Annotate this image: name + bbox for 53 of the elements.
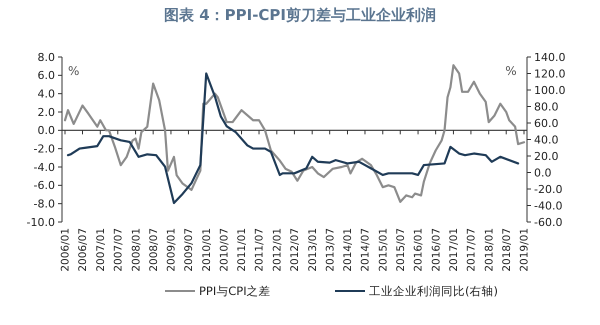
y-tick-label: 0.0 bbox=[38, 124, 55, 138]
x-tick-label: 2008/01 bbox=[130, 228, 142, 272]
y2-tick-label: 80.0 bbox=[534, 100, 558, 114]
x-tick-label: 2011/01 bbox=[236, 228, 248, 272]
y-tick-label: 6.0 bbox=[38, 69, 55, 82]
x-tick-label: 2010/07 bbox=[218, 228, 230, 272]
x-tick-label: 2006/01 bbox=[60, 228, 72, 272]
y2-tick-label: -40.0 bbox=[534, 199, 562, 212]
x-tick-label: 2015/07 bbox=[394, 228, 407, 272]
x-tick-label: 2017/01 bbox=[448, 228, 460, 272]
x-tick-label: 2007/01 bbox=[94, 228, 107, 272]
x-tick-label: 2018/07 bbox=[500, 228, 513, 272]
x-tick-label: 2011/07 bbox=[254, 228, 266, 272]
chart-title: 图表 4：PPI-CPI剪刀差与工业企业利润 bbox=[164, 6, 436, 24]
x-tick-label: 2016/01 bbox=[412, 228, 425, 272]
y2-tick-label: -20.0 bbox=[534, 182, 562, 196]
legend-label: PPI与CPI之差 bbox=[199, 284, 271, 298]
x-tick-label: 2016/07 bbox=[430, 228, 442, 272]
x-tick-label: 2006/07 bbox=[77, 228, 90, 272]
y-tick-label: -6.0 bbox=[34, 179, 55, 192]
y2-tick-label: -60.0 bbox=[534, 216, 562, 229]
x-tick-label: 2014/01 bbox=[342, 228, 354, 272]
y2-tick-label: 20.0 bbox=[534, 150, 558, 163]
y-tick-label: 2.0 bbox=[38, 106, 55, 119]
y2-tick-label: 140.0 bbox=[534, 50, 566, 64]
y2-tick-label: 60.0 bbox=[534, 116, 558, 130]
x-tick-label: 2012/07 bbox=[289, 228, 302, 272]
y-tick-label: -2.0 bbox=[34, 142, 55, 156]
x-tick-label: 2015/01 bbox=[377, 228, 390, 272]
y-tick-label: -10.0 bbox=[26, 216, 55, 229]
y-tick-label: -4.0 bbox=[34, 160, 55, 174]
x-tick-label: 2009/07 bbox=[183, 228, 196, 272]
y-tick-label: -8.0 bbox=[34, 198, 55, 211]
x-tick-label: 2019/01 bbox=[518, 228, 531, 272]
y-tick-label: 8.0 bbox=[38, 50, 55, 64]
x-tick-label: 2018/01 bbox=[483, 228, 496, 272]
x-tick-label: 2013/01 bbox=[306, 228, 319, 272]
x-tick-label: 2012/01 bbox=[271, 228, 284, 272]
x-tick-label: 2009/01 bbox=[166, 228, 178, 272]
x-tick-label: 2013/07 bbox=[324, 228, 336, 272]
y-tick-label: 4.0 bbox=[38, 88, 55, 101]
legend-label: 工业企业利润同比(右轴) bbox=[369, 284, 498, 298]
x-tick-label: 2014/07 bbox=[360, 228, 372, 272]
y2-tick-label: 100.0 bbox=[534, 84, 566, 97]
x-tick-label: 2007/07 bbox=[112, 228, 124, 272]
y2-tick-label: 40.0 bbox=[534, 133, 558, 146]
y-axis-title: % bbox=[68, 64, 80, 78]
y2-axis-title: % bbox=[505, 64, 517, 78]
x-tick-label: 2017/07 bbox=[466, 228, 478, 272]
x-tick-label: 2008/07 bbox=[148, 228, 160, 272]
y2-tick-label: 0.0 bbox=[534, 166, 552, 180]
y2-tick-label: 120.0 bbox=[534, 67, 566, 80]
x-tick-label: 2010/01 bbox=[200, 228, 213, 272]
